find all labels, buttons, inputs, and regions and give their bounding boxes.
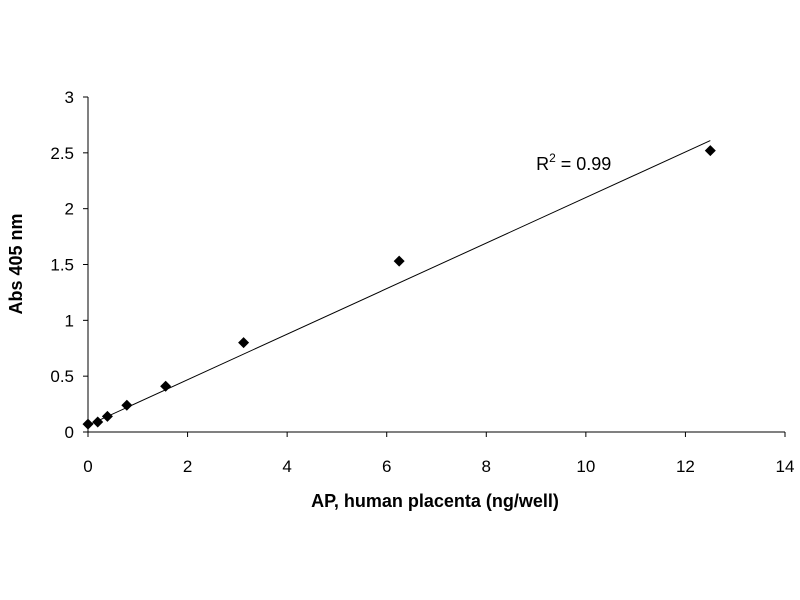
plot-area: 0 0.5 1 1.5 2 2.5 3 0 2 4 6 8 10 12 14	[50, 88, 794, 476]
r-squared-annotation: R2 = 0.99	[536, 151, 611, 174]
data-point	[121, 399, 133, 411]
x-tick-label: 4	[282, 457, 291, 476]
r-squared-superscript: 2	[549, 151, 556, 165]
x-tick-label: 8	[482, 457, 491, 476]
data-point	[704, 145, 716, 157]
x-tick-label: 14	[776, 457, 795, 476]
x-axis-title: AP, human placenta (ng/well)	[311, 491, 559, 511]
y-tick-label: 2.5	[50, 144, 74, 163]
x-tick-label: 6	[382, 457, 391, 476]
data-point	[393, 255, 405, 267]
data-point	[160, 380, 172, 392]
x-tick-label: 10	[576, 457, 595, 476]
y-tick-label: 0	[65, 423, 74, 442]
data-point	[238, 337, 250, 349]
y-tick-label: 0.5	[50, 367, 74, 386]
y-tick-label: 1.5	[50, 256, 74, 275]
data-point	[82, 418, 94, 430]
data-point	[92, 416, 104, 428]
y-axis-ticks: 0 0.5 1 1.5 2 2.5 3	[50, 88, 88, 442]
r-squared-value: = 0.99	[556, 154, 612, 174]
y-tick-label: 2	[65, 200, 74, 219]
x-tick-label: 0	[83, 457, 92, 476]
x-tick-label: 12	[676, 457, 695, 476]
data-point	[101, 410, 113, 422]
x-tick-label: 2	[183, 457, 192, 476]
trendline	[87, 140, 711, 426]
x-axis-ticks: 0 2 4 6 8 10 12 14	[83, 432, 794, 476]
y-tick-label: 1	[65, 311, 74, 330]
y-tick-label: 3	[65, 88, 74, 107]
r-squared-prefix: R	[536, 154, 549, 174]
y-axis-title: Abs 405 nm	[6, 213, 26, 314]
data-points	[82, 145, 716, 430]
